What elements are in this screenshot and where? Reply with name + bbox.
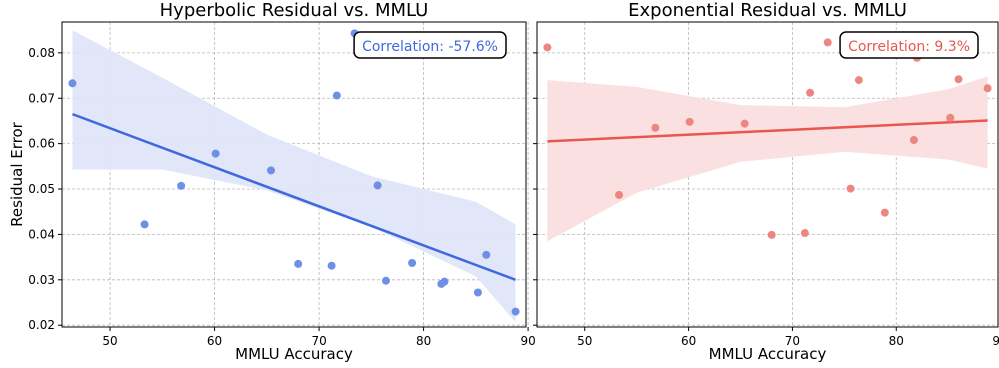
y-tick-label: 0.08 [28,46,55,60]
x-tick-label: 50 [577,334,592,348]
data-point [294,259,303,268]
axes-frame [61,21,527,328]
x-tick-label: 80 [889,334,904,348]
data-point [140,220,149,229]
data-point [740,119,749,128]
y-tick-label: 0.03 [28,273,55,287]
data-point [954,75,963,84]
x-tick-label: 70 [785,334,800,348]
correlation-box [839,31,979,59]
x-axis-label: MMLU Accuracy [709,345,827,363]
x-tick-label: 80 [416,334,431,348]
y-tick-label: 0.06 [28,137,55,151]
chart-title: Exponential Residual vs. MMLU [628,0,907,21]
data-point [846,184,855,193]
data-point [177,181,186,190]
data-point [408,259,417,268]
data-point [651,123,660,132]
y-axis-label: Residual Error [8,121,26,227]
correlation-box [353,31,507,59]
confidence-band [547,76,988,242]
data-point [823,38,832,47]
x-tick-label: 60 [681,334,696,348]
regression-line [547,119,988,143]
x-tick-label: 90 [520,334,535,348]
data-point [615,190,624,199]
panel-exponential: 50 60 70 80 90 Exponential Residual vs. MMLU M… [533,0,999,363]
axes-frame [536,21,999,328]
data-point [543,43,552,52]
data-point [800,229,809,238]
data-point [482,250,491,259]
data-point [685,117,694,126]
correlation-annotation: Correlation: 9.3% [839,31,979,59]
x-tick-label: 50 [102,334,117,348]
data-point [767,230,776,239]
correlation-annotation: Correlation: -57.6% [353,31,507,59]
panel-hyperbolic: 50 60 70 80 90 0.02 0.03 0.04 0.05 0.06 0.07 0.08 Hy… [8,0,536,363]
x-tick-label: 60 [207,334,222,348]
data-point [327,261,336,270]
data-point [373,181,382,190]
data-point [880,208,889,217]
data-point [381,276,390,285]
data-point [211,149,220,158]
x-axis-label: MMLU Accuracy [235,345,353,363]
data-point [68,79,77,88]
data-point [854,76,863,85]
x-tick-label: 90 [992,334,999,348]
y-tick-label: 0.04 [28,227,55,241]
data-points [543,38,992,239]
chart-title: Hyperbolic Residual vs. MMLU [160,0,429,21]
data-point [473,288,482,297]
y-tick-label: 0.07 [28,91,55,105]
data-point [983,84,992,93]
data-point [511,307,520,316]
correlation-text: Correlation: -57.6% [362,39,498,55]
data-point [332,91,341,100]
y-tick-label: 0.02 [28,318,55,332]
confidence-band [72,30,516,322]
data-point [806,88,815,97]
data-point [267,166,276,175]
y-tick-label: 0.05 [28,182,55,196]
data-point [946,113,955,122]
correlation-text: Correlation: 9.3% [848,39,970,55]
regression-line [72,112,516,281]
data-point [440,277,449,286]
x-tick-label: 70 [311,334,326,348]
data-point [909,136,918,145]
data-points [68,29,520,316]
